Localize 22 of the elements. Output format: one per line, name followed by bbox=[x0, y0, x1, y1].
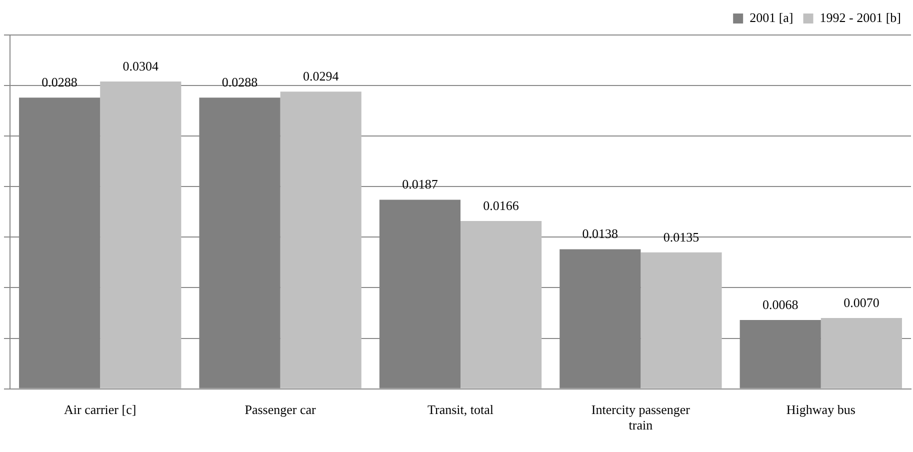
data-label: 0.0070 bbox=[844, 294, 880, 310]
bar bbox=[460, 221, 542, 388]
x-tick-label: Air carrier [c] bbox=[64, 402, 136, 418]
legend-label: 2001 [a] bbox=[750, 10, 794, 25]
x-tick-label: Transit, total bbox=[428, 402, 494, 418]
x-tick-label: Passenger car bbox=[244, 402, 317, 418]
data-label: 0.0304 bbox=[122, 58, 160, 74]
bar bbox=[820, 318, 902, 388]
bar bbox=[100, 82, 182, 388]
data-label: 0.0187 bbox=[402, 176, 438, 192]
x-tick-label: Intercity passenger train bbox=[591, 402, 691, 433]
data-label: 0.0288 bbox=[222, 74, 258, 90]
data-label: 0.0166 bbox=[483, 198, 520, 213]
data-label: 0.0138 bbox=[582, 226, 618, 242]
x-tick-label: Highway bus bbox=[786, 402, 856, 418]
bar bbox=[640, 252, 722, 388]
bar bbox=[280, 92, 362, 388]
legend-label: 1992 - 2001 [b] bbox=[820, 10, 902, 25]
data-label: 0.0135 bbox=[663, 229, 700, 244]
data-label: 0.0294 bbox=[302, 68, 340, 84]
data-label: 0.0068 bbox=[762, 296, 798, 312]
data-label: 0.0288 bbox=[42, 74, 78, 90]
